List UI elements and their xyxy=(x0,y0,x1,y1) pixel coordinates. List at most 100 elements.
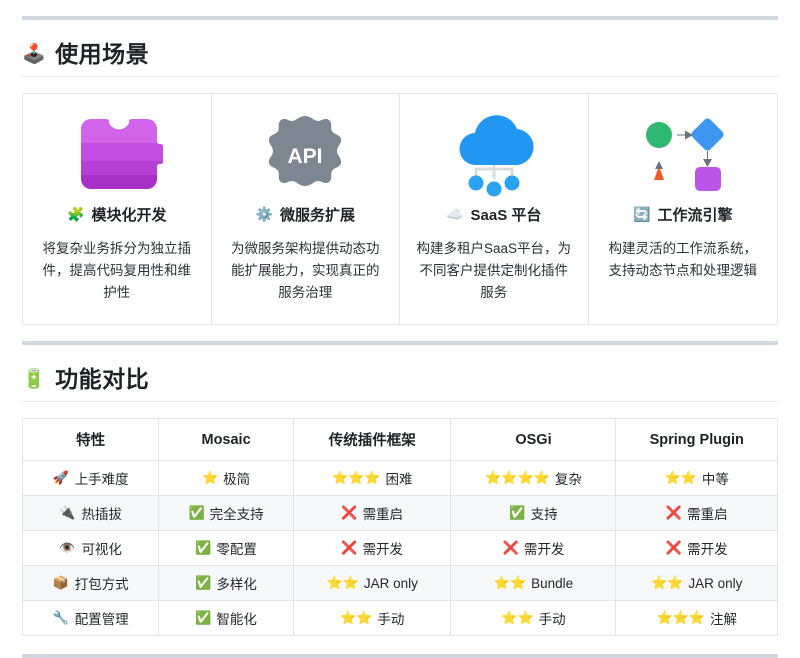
cell-label: 困难 xyxy=(385,472,413,488)
table-cell: ⭐ 极简 xyxy=(158,460,294,497)
battery-icon: 🔋 xyxy=(22,369,47,391)
rating-stars: ⭐⭐⭐⭐ xyxy=(485,470,550,486)
feature-label: 上手难度 xyxy=(74,472,129,488)
eye-icon: 👁️ xyxy=(59,540,76,556)
cell-label: 注解 xyxy=(710,612,738,628)
rating-stars: ⭐⭐ xyxy=(326,575,359,591)
cell-label: 需重启 xyxy=(687,507,728,523)
table-row: 👁️ 可视化 ✅ 零配置 ❌ 需开发 ❌ 需开发 ❌ 需开发 xyxy=(21,530,778,567)
rating-stars: ⭐⭐ xyxy=(651,575,684,591)
use-case-card-description: 构建多租户SaaS平台，为不同客户提供定制化插件服务 xyxy=(416,241,572,301)
wrench-icon: 🔧 xyxy=(52,610,69,626)
use-case-card[interactable]: 🔄 工作流引擎 构建灵活的工作流系统，支持动态节点和处理逻辑 xyxy=(589,94,778,324)
use-case-card-description: 将复杂业务拆分为独立插件，提高代码复用性和维护性 xyxy=(42,241,192,301)
use-case-card[interactable]: API ⚙️ 微服务扩展 为微服务架构提供动态功能扩展能力，实现真正的服务治理 xyxy=(212,94,400,324)
table-cell: ✅ 支持 xyxy=(450,495,617,532)
cell-label: 支持 xyxy=(530,507,558,523)
cell-label: 手动 xyxy=(377,612,405,628)
use-case-card[interactable]: 🧩 模块化开发 将复杂业务拆分为独立插件，提高代码复用性和维护性 xyxy=(23,94,212,324)
table-column-header: OSGi xyxy=(450,418,617,462)
section-heading-use-cases: 🕹️ 使用场景 xyxy=(22,41,778,78)
check-icon: ✅ xyxy=(509,505,526,521)
use-case-card-description: 构建灵活的工作流系统，支持动态节点和处理逻辑 xyxy=(608,241,758,279)
api-gear-icon: API xyxy=(261,110,349,202)
table-column-header: 特性 xyxy=(21,418,160,462)
rating-stars: ⭐ xyxy=(201,470,219,486)
table-cell: ❌ 需开发 xyxy=(292,530,452,567)
rating-stars: ⭐⭐⭐ xyxy=(656,610,706,626)
table-cell: ❌ 需开发 xyxy=(450,530,617,567)
feature-label: 热插拔 xyxy=(81,507,122,523)
use-case-card-title: ⚙️ 微服务扩展 xyxy=(256,204,355,225)
cross-icon: ❌ xyxy=(341,540,358,556)
mid-divider xyxy=(22,340,778,345)
table-cell: ❌ 需重启 xyxy=(615,495,778,532)
bottom-divider xyxy=(22,654,778,658)
check-icon: ✅ xyxy=(195,540,212,556)
gear-emoji-icon: ⚙️ xyxy=(255,206,273,223)
section-title-use-cases: 使用场景 xyxy=(55,41,150,67)
section-heading-feature-compare: 🔋 功能对比 xyxy=(22,365,778,403)
table-cell: ⭐⭐⭐⭐ 复杂 xyxy=(450,460,617,497)
table-head: 特性 Mosaic 传统插件框架 OSGi Spring Plugin xyxy=(21,418,778,462)
cross-icon: ❌ xyxy=(665,540,683,556)
cell-label: 零配置 xyxy=(216,542,257,558)
table-cell: ✅ 完全支持 xyxy=(158,495,294,532)
cross-icon: ❌ xyxy=(665,505,683,521)
cell-label: 需重启 xyxy=(362,507,404,523)
table-cell: ❌ 需开发 xyxy=(615,530,778,567)
feature-comparison-table: 特性 Mosaic 传统插件框架 OSGi Spring Plugin 🚀 上手难度 ⭐ 极简… xyxy=(21,418,778,637)
table-row: 📦 打包方式 ✅ 多样化 ⭐⭐ JAR only ⭐⭐ Bundle ⭐⭐ JAR only xyxy=(21,565,778,602)
table-row: 🔌 热插拔 ✅ 完全支持 ❌ 需重启 ✅ 支持 ❌ 需重启 xyxy=(21,495,778,532)
check-icon: ✅ xyxy=(195,610,212,626)
cloud-emoji-icon: ☁️ xyxy=(446,206,464,223)
feature-label: 可视化 xyxy=(81,542,122,558)
cell-label: Bundle xyxy=(531,575,574,591)
cell-label: 多样化 xyxy=(216,577,257,593)
page-root: 🕹️ 使用场景 xyxy=(0,16,800,658)
table-column-header: Spring Plugin xyxy=(615,418,778,462)
use-case-card-title-text: 工作流引擎 xyxy=(657,207,733,225)
cell-label: 完全支持 xyxy=(209,507,264,523)
cell-label: 智能化 xyxy=(216,612,257,628)
table-cell: ❌ 需重启 xyxy=(292,495,452,532)
cross-icon: ❌ xyxy=(502,540,519,556)
table-cell: ✅ 零配置 xyxy=(158,530,294,567)
use-case-card-title-text: 微服务扩展 xyxy=(279,207,355,225)
table-row: 🚀 上手难度 ⭐ 极简 ⭐⭐⭐ 困难 ⭐⭐⭐⭐ 复杂 ⭐⭐ 中等 xyxy=(21,460,778,497)
table-cell: ⭐⭐ Bundle xyxy=(450,565,617,602)
cell-label: 需开发 xyxy=(687,542,728,558)
svg-text:API: API xyxy=(288,145,323,168)
feature-label: 配置管理 xyxy=(74,612,129,628)
table-cell: ⭐⭐ 手动 xyxy=(292,600,452,637)
use-case-card[interactable]: ☁️ SaaS 平台 构建多租户SaaS平台，为不同客户提供定制化插件服务 xyxy=(400,94,589,324)
cell-label: 需开发 xyxy=(523,542,565,558)
puzzle-piece-icon xyxy=(71,110,163,202)
use-case-card-description: 为微服务架构提供动态功能扩展能力，实现真正的服务治理 xyxy=(231,241,380,301)
rating-stars: ⭐⭐ xyxy=(493,575,527,591)
table-header-row: 特性 Mosaic 传统插件框架 OSGi Spring Plugin xyxy=(21,418,778,462)
rating-stars: ⭐⭐ xyxy=(340,610,373,626)
table-body: 🚀 上手难度 ⭐ 极简 ⭐⭐⭐ 困难 ⭐⭐⭐⭐ 复杂 ⭐⭐ 中等 🔌 热插拔 ✅ 完全支持 ❌ 需重启 ✅ 支持 ❌… xyxy=(21,460,778,637)
cell-label: 中等 xyxy=(701,472,729,488)
table-row-feature: 🔌 热插拔 xyxy=(21,495,160,532)
cloud-network-icon xyxy=(446,110,542,202)
table-row-feature: 👁️ 可视化 xyxy=(21,530,160,567)
feature-label: 打包方式 xyxy=(74,577,129,593)
cell-label: JAR only xyxy=(688,575,743,591)
section-title-feature-compare: 功能对比 xyxy=(55,365,150,392)
check-icon: ✅ xyxy=(188,505,205,521)
use-case-card-grid: 🧩 模块化开发 将复杂业务拆分为独立插件，提高代码复用性和维护性 API ⚙️ … xyxy=(22,93,778,325)
rocket-icon: 🚀 xyxy=(52,470,69,486)
rating-stars: ⭐⭐⭐ xyxy=(331,470,381,486)
table-column-header: Mosaic xyxy=(158,418,294,462)
cell-label: 极简 xyxy=(223,472,251,488)
rating-stars: ⭐⭐ xyxy=(664,470,697,486)
table-row-feature: 🔧 配置管理 xyxy=(21,600,160,637)
cell-label: 需开发 xyxy=(362,542,404,558)
table-row: 🔧 配置管理 ✅ 智能化 ⭐⭐ 手动 ⭐⭐ 手动 ⭐⭐⭐ 注解 xyxy=(21,600,778,637)
use-case-card-title-text: 模块化开发 xyxy=(91,207,167,225)
use-case-card-title-text: SaaS 平台 xyxy=(470,207,542,225)
table-row-feature: 🚀 上手难度 xyxy=(21,460,160,497)
cycle-emoji-icon: 🔄 xyxy=(633,206,651,223)
